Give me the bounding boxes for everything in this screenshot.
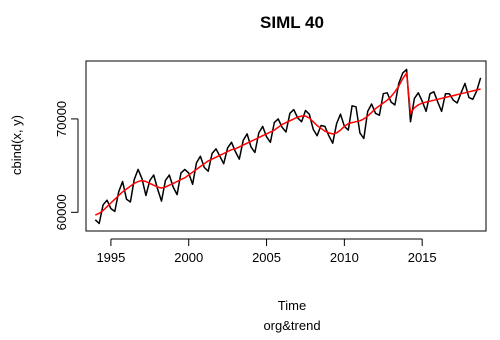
x-tick-label: 2010 [330,250,359,265]
x-axis: 1995 2000 2005 2010 2015 [96,238,437,265]
original-series-line [94,68,482,225]
chart-title: SIML 40 [260,13,324,32]
x-axis-sublabel: org&trend [263,318,320,333]
x-tick-label: 1995 [96,250,125,265]
x-tick-label: 2000 [174,250,203,265]
y-tick-label: 60000 [54,194,69,230]
plot-area [94,68,482,225]
x-tick-label: 2005 [252,250,281,265]
y-tick-label: 70000 [54,101,69,137]
x-tick-label: 2015 [408,250,437,265]
plot-frame [85,60,487,232]
x-axis-label: Time [278,298,306,313]
y-axis-label: cbind(x, y) [9,115,24,175]
y-axis: 60000 70000 [54,101,79,230]
trend-series-line [94,72,481,216]
